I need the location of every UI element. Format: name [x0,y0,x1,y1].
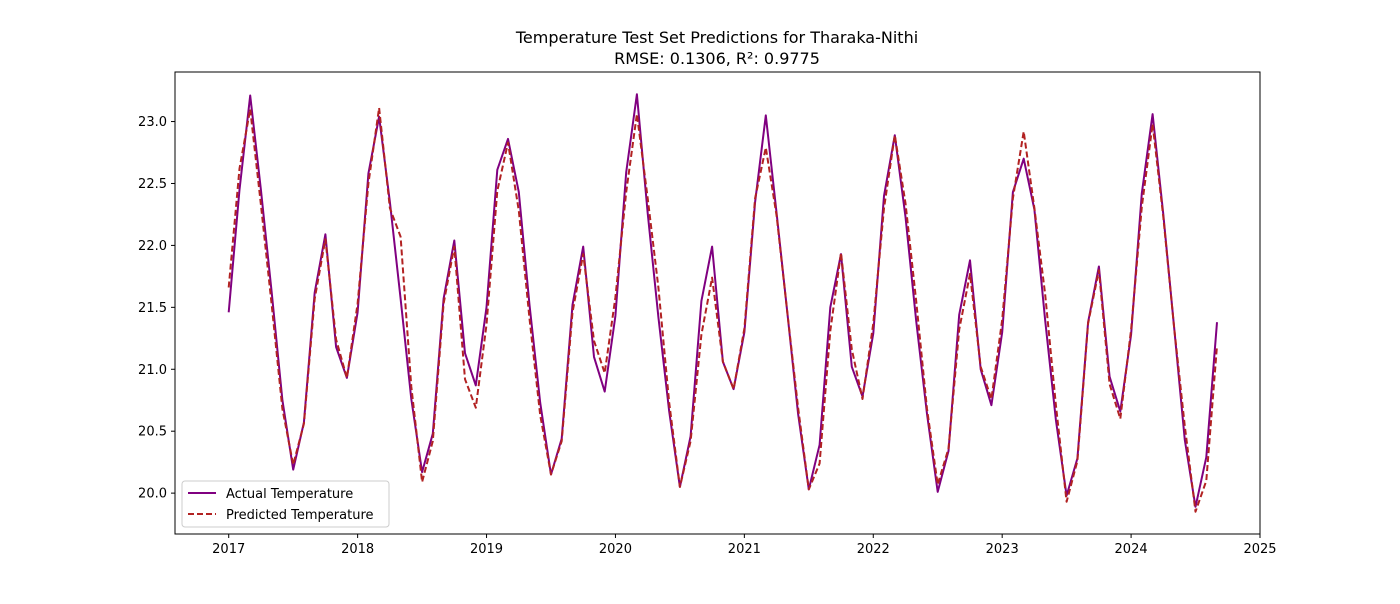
legend: Actual Temperature Predicted Temperature [181,480,390,528]
x-tick-label: 2019 [470,542,503,557]
x-tick-label: 2021 [728,542,761,557]
y-tick-label: 21.5 [138,301,167,316]
plot-frame [174,71,1261,535]
x-tick-label: 2020 [599,542,632,557]
y-tick-label: 22.5 [138,177,167,192]
series-layer [227,93,1218,513]
y-tick-label: 20.5 [138,425,167,440]
chart-subtitle: RMSE: 0.1306, R²: 0.9775 [614,49,820,68]
legend-label-actual: Actual Temperature [226,487,353,502]
y-axis: 20.0 20.5 21.0 21.5 22.0 22.5 23.0 [138,115,175,502]
series-line-predicted [227,106,1218,513]
legend-label-predicted: Predicted Temperature [226,508,374,523]
y-tick-label: 21.0 [138,363,167,378]
x-tick-label: 2018 [341,542,374,557]
legend-box [181,480,390,528]
x-tick-label: 2023 [986,542,1019,557]
y-tick-label: 20.0 [138,487,167,502]
chart-title: Temperature Test Set Predictions for Tha… [515,28,918,47]
x-tick-label: 2022 [857,542,890,557]
y-tick-label: 22.0 [138,239,167,254]
x-axis: 2017 2018 2019 2020 2021 2022 2023 2024 2025 [212,534,1277,557]
x-tick-label: 2025 [1243,542,1276,557]
x-tick-label: 2017 [212,542,245,557]
y-tick-label: 23.0 [138,115,167,130]
x-tick-label: 2024 [1115,542,1148,557]
